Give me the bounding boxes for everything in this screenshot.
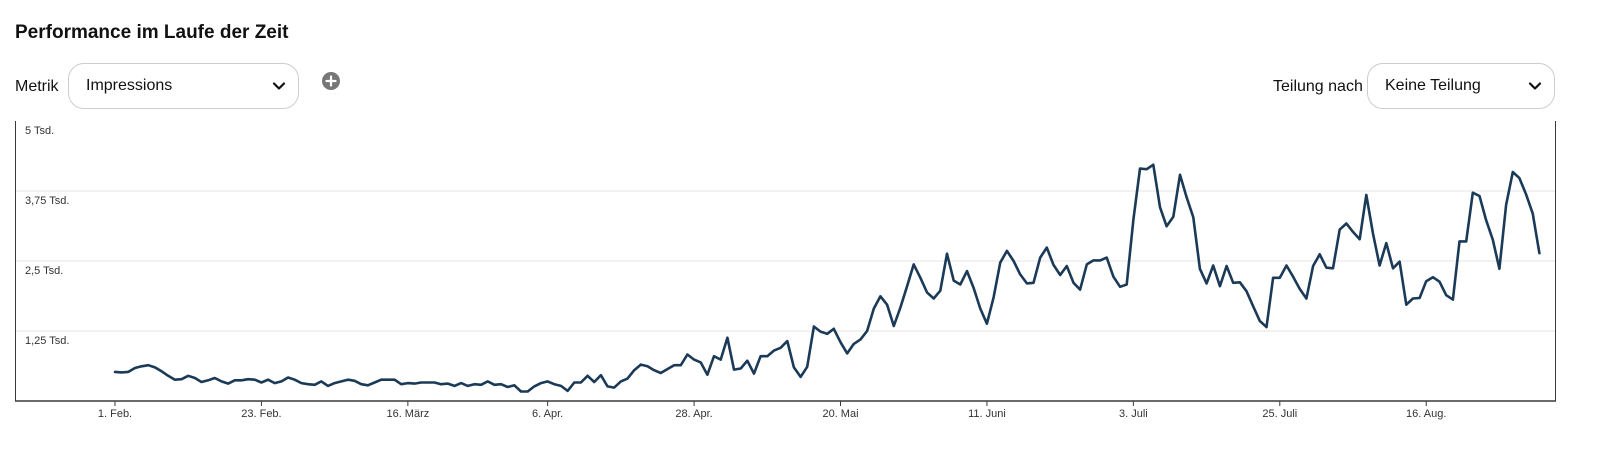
split-dropdown-value: Keine Teilung: [1385, 77, 1481, 94]
chevron-down-icon: [272, 82, 286, 90]
metric-dropdown[interactable]: Impressions: [68, 63, 299, 109]
split-label: Teilung nach: [1273, 78, 1363, 95]
x-tick-label: 6. Apr.: [532, 408, 563, 420]
x-tick-label: 23. Feb.: [241, 408, 281, 420]
metric-label: Metrik: [15, 78, 59, 95]
performance-chart: 1,25 Tsd. 2,5 Tsd. 3,75 Tsd. 5 Tsd. 1. Feb. 2…: [15, 121, 1556, 420]
metric-dropdown-value: Impressions: [86, 77, 173, 94]
y-tick-label: 2,5 Tsd.: [25, 265, 63, 277]
y-tick-label: 5 Tsd.: [25, 125, 54, 137]
x-tick-label: 25. Juli: [1262, 408, 1297, 420]
x-tick-label: 28. Apr.: [675, 408, 712, 420]
x-tick-label: 16. Aug.: [1406, 408, 1446, 420]
x-tick-label: 20. Mai: [822, 408, 858, 420]
x-tick-label: 3. Juli: [1119, 408, 1148, 420]
y-tick-label: 3,75 Tsd.: [25, 195, 69, 207]
x-tick-label: 16. März: [386, 408, 429, 420]
x-tick-label: 1. Feb.: [98, 408, 132, 420]
plus-circle-icon[interactable]: [322, 72, 340, 90]
x-tick-label: 11. Juni: [968, 408, 1006, 420]
line-chart: 1,25 Tsd. 2,5 Tsd. 3,75 Tsd. 5 Tsd. 1. Feb. 2…: [15, 121, 1556, 420]
y-tick-label: 1,25 Tsd.: [25, 335, 69, 347]
split-dropdown[interactable]: Keine Teilung: [1367, 63, 1555, 109]
impressions-series-line: [113, 163, 1541, 393]
page-title: Performance im Laufe der Zeit: [15, 22, 289, 43]
chevron-down-icon: [1528, 82, 1542, 90]
